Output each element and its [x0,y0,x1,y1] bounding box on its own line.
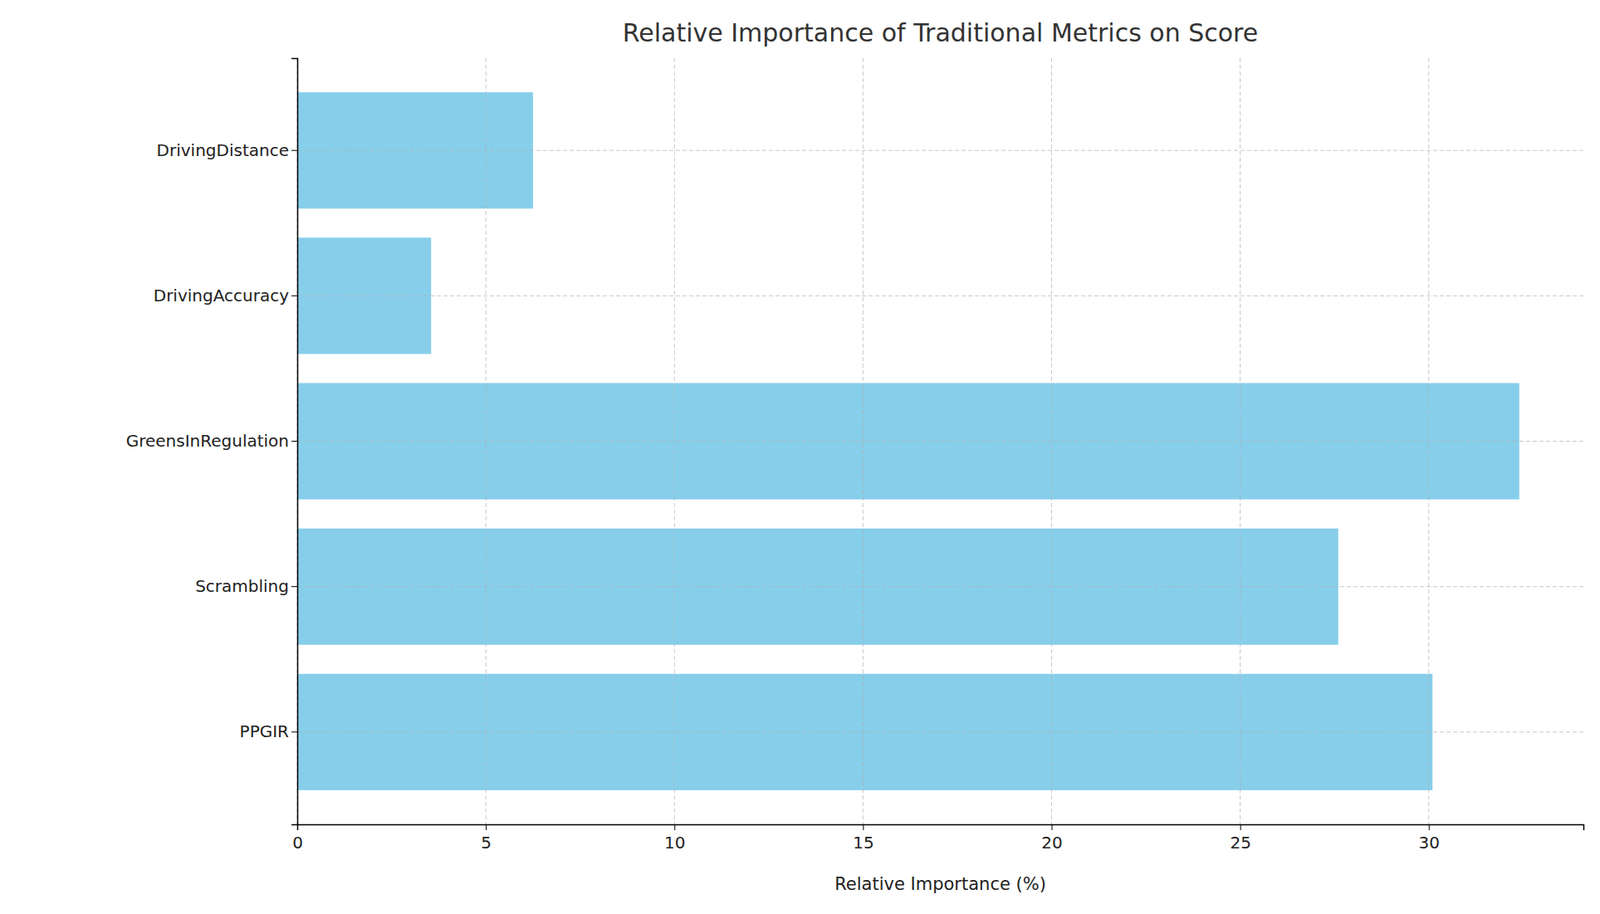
tick-mark [291,440,298,442]
title: Relative Importance of Traditional Metri… [622,18,1259,48]
tick: 25 [1229,824,1251,853]
tick: PPGIR [239,721,298,742]
tick: 20 [1041,824,1062,853]
tick-label: 30 [1418,832,1440,853]
tick-mark [862,824,864,831]
grid-line [297,440,1584,442]
tick: DrivingDistance [156,140,298,161]
x-axis-title: Relative Importance (%) [834,874,1047,895]
tick-label: GreensInRegulation [126,430,289,451]
tick-mark [674,824,676,831]
tick-label: 5 [480,832,492,853]
tick-mark [1240,824,1242,831]
axis-line [298,825,1585,832]
tick-label: DrivingAccuracy [153,285,289,306]
tick-mark [291,731,298,733]
grid-line [297,586,1584,588]
tick: 30 [1418,824,1440,853]
tick-label: Scrambling [195,576,289,597]
axis-line [291,58,299,826]
tick-label: 25 [1229,832,1251,853]
tick: 5 [480,824,492,853]
tick: DrivingAccuracy [153,285,298,306]
tick-label: 15 [852,832,874,853]
grid-line [674,58,676,825]
tick-mark [485,824,487,831]
grid-line [297,295,1584,297]
tick: GreensInRegulation [126,430,298,451]
tick-mark [1428,824,1430,831]
tick-mark [1051,824,1053,831]
x-axis: 0 5 10 15 20 25 30 [292,824,1584,853]
tick-label: 10 [664,832,686,853]
plot-area: 0 5 10 15 20 25 30 PPGIR Scrambling GreensInRegul… [126,58,1585,853]
tick-mark [291,586,298,588]
grid-line [297,150,1584,152]
tick-mark [291,295,298,297]
tick-label: PPGIR [239,721,290,742]
tick-label: DrivingDistance [156,140,289,161]
tick: 15 [852,824,874,853]
tick-mark [291,150,298,152]
y-axis: PPGIR Scrambling GreensInRegulation Driving… [126,58,299,826]
tick-label: 20 [1041,832,1062,853]
chart: 0 5 10 15 20 25 30 PPGIR Scrambling GreensInRegul… [0,0,1600,914]
tick: Scrambling [195,576,298,597]
grid [297,58,1584,825]
grid-line [297,731,1584,733]
tick: 10 [664,824,686,853]
tick-label: 0 [292,832,304,853]
grid-line [1239,58,1241,825]
tick: 0 [292,824,304,853]
